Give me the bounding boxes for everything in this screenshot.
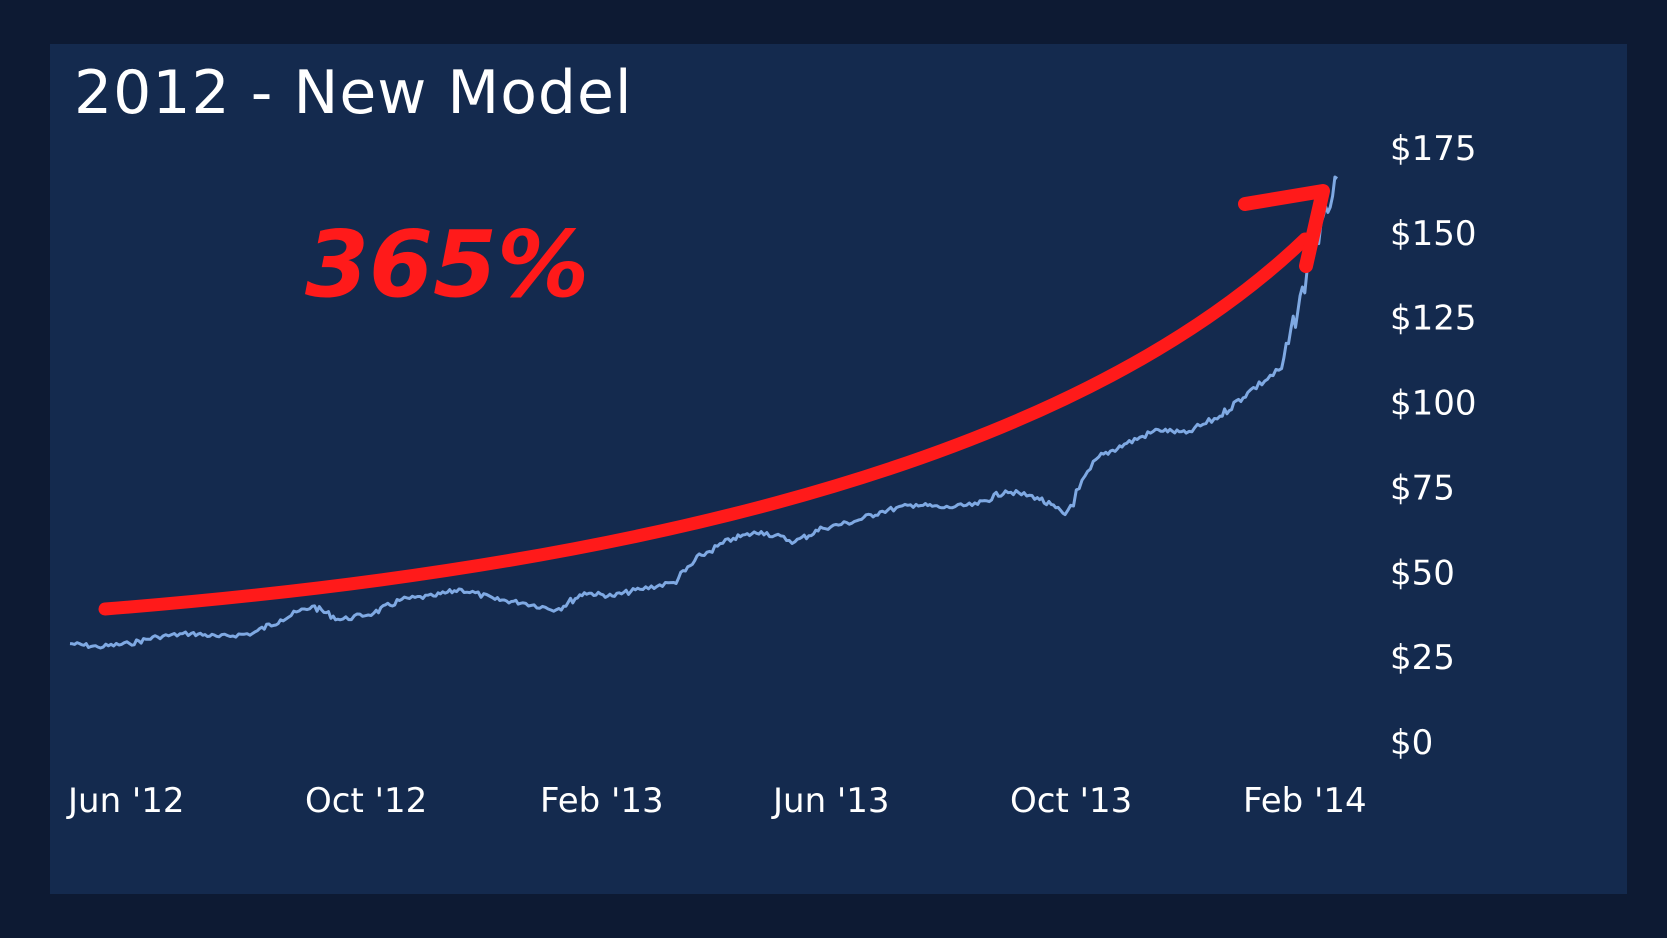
x-tick-label: Oct '13 xyxy=(1010,781,1132,821)
x-tick-label: Feb '14 xyxy=(1243,781,1367,821)
y-axis-tick-labels: $175 $150 $125 $100 $75 $50 $25 $0 xyxy=(1390,129,1477,763)
chart-title: 2012 - New Model xyxy=(74,58,633,128)
y-tick-label: $125 xyxy=(1390,299,1477,339)
y-tick-label: $25 xyxy=(1390,638,1455,678)
y-tick-label: $75 xyxy=(1390,468,1455,508)
x-tick-label: Feb '13 xyxy=(540,781,664,821)
x-axis-tick-labels: Jun '12 Oct '12 Feb '13 Jun '13 Oct '13 Feb '… xyxy=(66,781,1367,821)
x-tick-label: Oct '12 xyxy=(305,781,427,821)
series-layer xyxy=(69,175,1339,650)
chart-panel: 2012 - New Model $175 $150 $125 $100 $75 $50 $… xyxy=(50,44,1627,894)
x-tick-label: Jun '13 xyxy=(771,781,890,821)
trend-arrow-shaft xyxy=(98,232,1312,616)
annotation-layer: 365% xyxy=(98,184,1330,616)
y-tick-label: $100 xyxy=(1390,384,1477,424)
growth-percent-label: 365% xyxy=(305,211,589,318)
y-tick-label: $175 xyxy=(1390,129,1477,169)
arrow-head-icon xyxy=(1238,184,1330,273)
y-tick-label: $50 xyxy=(1390,553,1455,593)
y-tick-label: $0 xyxy=(1390,723,1433,763)
line-chart: $175 $150 $125 $100 $75 $50 $25 $0 Jun '12 Oct '… xyxy=(66,129,1477,821)
price-series-line xyxy=(69,175,1339,650)
x-tick-label: Jun '12 xyxy=(66,781,185,821)
y-tick-label: $150 xyxy=(1390,214,1477,254)
